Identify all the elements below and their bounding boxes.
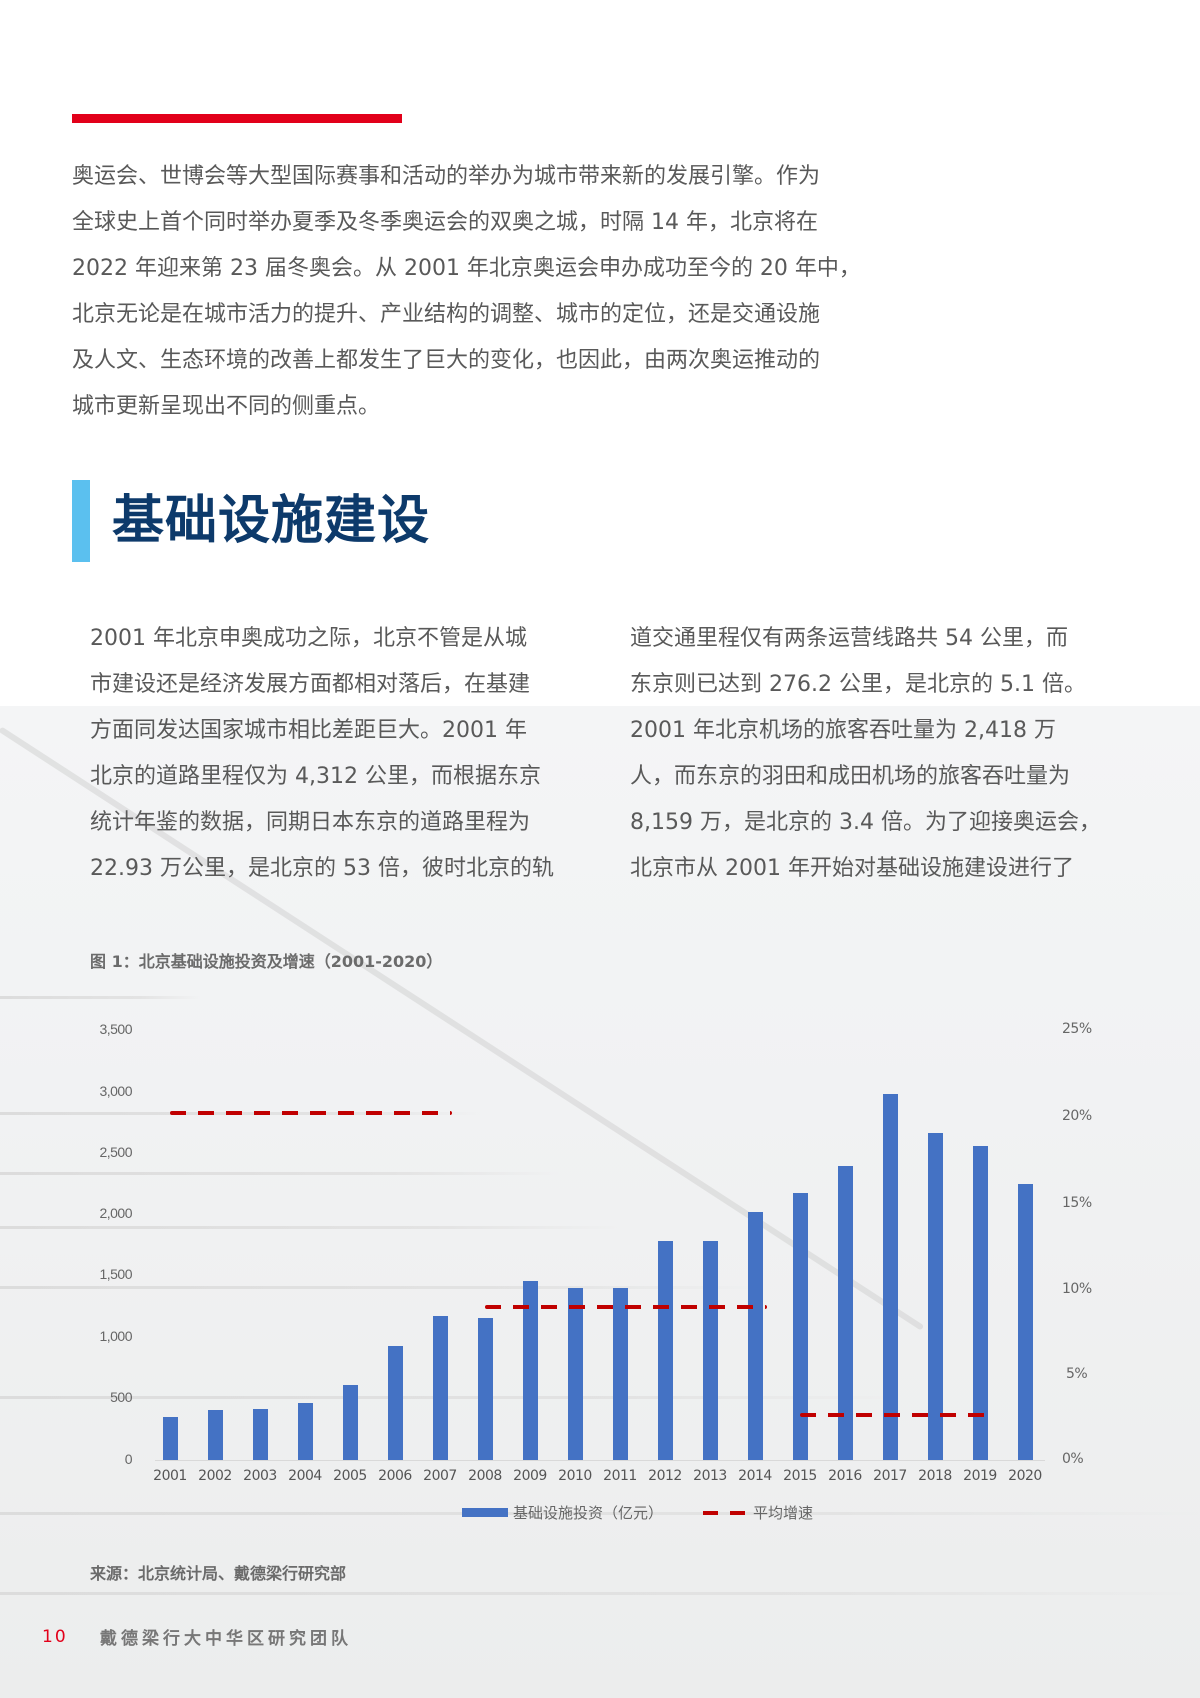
y-tick-right: 10% [1062, 1281, 1092, 1297]
legend-bar-swatch [462, 1508, 508, 1517]
x-tick-label: 2002 [198, 1468, 232, 1484]
x-tick-label: 2018 [918, 1468, 952, 1484]
x-tick-label: 2016 [828, 1468, 862, 1484]
figure-source: 来源：北京统计局、戴德梁行研究部 [90, 1564, 347, 1583]
staircase-background-photo [0, 706, 1200, 1698]
body-column-right: 道交通里程仅有两条运营线路共 54 公里，而 东京则已达到 276.2 公里，是… [630, 616, 1150, 892]
x-tick-label: 2015 [783, 1468, 817, 1484]
x-axis-line [155, 1460, 1045, 1461]
avg-growth-dashed-segment [800, 1413, 992, 1418]
bar-2001 [163, 1417, 178, 1460]
body-line: 北京的道路里程仅为 4,312 公里，而根据东京 [90, 764, 541, 789]
intro-line: 2022 年迎来第 23 届冬奥会。从 2001 年北京奥运会申办成功至今的 2… [72, 256, 861, 281]
x-tick-label: 2014 [738, 1468, 772, 1484]
body-line: 2001 年北京机场的旅客吞吐量为 2,418 万 [630, 718, 1056, 743]
x-tick-label: 2012 [648, 1468, 682, 1484]
section-title: 基础设施建设 [112, 491, 431, 551]
bar-2014 [748, 1212, 763, 1460]
avg-growth-dashed-segment [485, 1304, 767, 1309]
bar-2011 [613, 1288, 628, 1460]
bar-2020 [1018, 1184, 1033, 1460]
red-accent-rule [72, 114, 402, 123]
x-tick-label: 2017 [873, 1468, 907, 1484]
page-number: 10 [42, 1626, 68, 1647]
intro-line: 奥运会、世博会等大型国际赛事和活动的举办为城市带来新的发展引擎。作为 [72, 164, 821, 189]
chart-legend: 基础设施投资（亿元） 平均增速 [462, 1502, 813, 1523]
bar-2016 [838, 1166, 853, 1460]
x-tick-label: 2020 [1008, 1468, 1042, 1484]
y-tick-left: 3,000 [99, 1083, 132, 1099]
bar-2019 [973, 1146, 988, 1460]
bar-2015 [793, 1193, 808, 1460]
body-line: 北京市从 2001 年开始对基础设施建设进行了 [630, 856, 1074, 881]
y-tick-right: 15% [1062, 1195, 1092, 1211]
x-tick-label: 2019 [963, 1468, 997, 1484]
body-line: 道交通里程仅有两条运营线路共 54 公里，而 [630, 626, 1068, 651]
y-tick-right: 20% [1062, 1108, 1092, 1124]
body-line: 人，而东京的羽田和成田机场的旅客吞吐量为 [630, 764, 1071, 789]
body-line: 2001 年北京申奥成功之际，北京不管是从城 [90, 626, 527, 651]
bar-2006 [388, 1346, 403, 1460]
x-tick-label: 2013 [693, 1468, 727, 1484]
bar-2003 [253, 1409, 268, 1460]
x-tick-label: 2007 [423, 1468, 457, 1484]
legend-line-label: 平均增速 [753, 1504, 814, 1522]
body-line: 东京则已达到 276.2 公里，是北京的 5.1 倍。 [630, 672, 1086, 697]
intro-line: 北京无论是在城市活力的提升、产业结构的调整、城市的定位，还是交通设施 [72, 302, 821, 327]
x-tick-label: 2010 [558, 1468, 592, 1484]
y-tick-left: 2,000 [99, 1205, 132, 1221]
intro-line: 全球史上首个同时举办夏季及冬季奥运会的双奥之城，时隔 14 年，北京将在 [72, 210, 818, 235]
bar-2002 [208, 1409, 223, 1460]
body-line: 22.93 万公里，是北京的 53 倍，彼时北京的轨 [90, 856, 554, 881]
legend-bar-label: 基础设施投资（亿元） [513, 1504, 664, 1522]
page-footer: 10 戴德梁行大中华区研究团队 [42, 1624, 352, 1650]
bar-2007 [433, 1316, 448, 1460]
x-tick-label: 2005 [333, 1468, 367, 1484]
section-accent-bar [72, 480, 90, 562]
x-tick-label: 2008 [468, 1468, 502, 1484]
x-tick-label: 2006 [378, 1468, 412, 1484]
bar-2018 [928, 1133, 943, 1460]
y-tick-left: 2,500 [99, 1144, 132, 1160]
bar-2010 [568, 1288, 583, 1460]
intro-line: 城市更新呈现出不同的侧重点。 [72, 394, 381, 419]
y-tick-right: 25% [1062, 1021, 1092, 1037]
y-tick-right: 0% [1062, 1451, 1084, 1467]
legend-line-swatch [703, 1510, 746, 1515]
bar-2008 [478, 1318, 493, 1460]
y-tick-right: 5% [1066, 1366, 1088, 1382]
x-tick-label: 2003 [243, 1468, 277, 1484]
intro-paragraph: 奥运会、世博会等大型国际赛事和活动的举办为城市带来新的发展引擎。作为 全球史上首… [72, 154, 912, 430]
y-tick-left: 0 [124, 1451, 133, 1467]
y-tick-left: 1,500 [99, 1266, 132, 1282]
body-line: 8,159 万，是北京的 3.4 倍。为了迎接奥运会， [630, 810, 1101, 835]
y-tick-left: 500 [110, 1389, 132, 1405]
intro-line: 及人文、生态环境的改善上都发生了巨大的变化，也因此，由两次奥运推动的 [72, 348, 821, 373]
body-line: 方面同发达国家城市相比差距巨大。2001 年 [90, 718, 527, 743]
bar-2004 [298, 1403, 313, 1460]
avg-growth-dashed-segment [170, 1110, 452, 1115]
x-tick-label: 2001 [153, 1468, 187, 1484]
body-line: 统计年鉴的数据，同期日本东京的道路里程为 [90, 810, 531, 835]
x-tick-label: 2011 [603, 1468, 637, 1484]
bar-2013 [703, 1241, 718, 1460]
body-line: 市建设还是经济发展方面都相对落后，在基建 [90, 672, 531, 697]
bar-2012 [658, 1241, 673, 1460]
bar-2017 [883, 1094, 898, 1460]
x-tick-label: 2009 [513, 1468, 547, 1484]
y-tick-left: 1,000 [99, 1328, 132, 1344]
y-tick-left: 3,500 [99, 1021, 132, 1037]
bar-2005 [343, 1385, 358, 1460]
body-column-left: 2001 年北京申奥成功之际，北京不管是从城 市建设还是经济发展方面都相对落后，… [90, 616, 610, 892]
figure-title: 图 1：北京基础设施投资及增速（2001-2020） [90, 952, 443, 971]
bar-2009 [523, 1281, 538, 1460]
x-tick-label: 2004 [288, 1468, 322, 1484]
footer-team-name: 戴德梁行大中华区研究团队 [100, 1629, 352, 1649]
